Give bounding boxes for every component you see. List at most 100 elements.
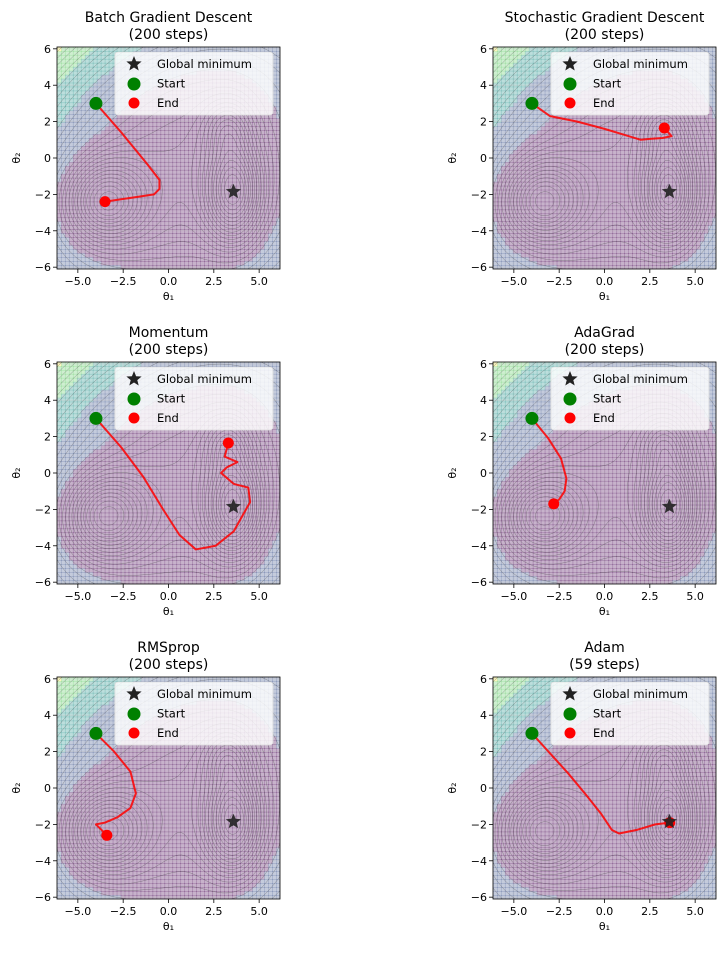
- contour-fill-cell: [105, 245, 110, 250]
- contour-fill-cell: [232, 158, 237, 163]
- contour-fill-cell: [73, 71, 78, 76]
- contour-fill-cell: [565, 186, 570, 191]
- contour-fill-cell: [172, 202, 177, 207]
- contour-fill-cell: [161, 158, 166, 163]
- contour-fill-cell: [505, 47, 510, 52]
- contour-fill-cell: [605, 138, 610, 143]
- contour-fill-cell: [161, 221, 166, 226]
- contour-fill-cell: [81, 118, 86, 123]
- contour-fill-cell: [141, 162, 146, 167]
- contour-fill-cell: [612, 186, 617, 191]
- contour-fill-cell: [85, 130, 90, 135]
- contour-fill-cell: [493, 106, 498, 111]
- contour-fill-cell: [65, 106, 70, 111]
- contour-fill-cell: [109, 91, 114, 96]
- contour-fill-cell: [224, 257, 229, 262]
- contour-fill-cell: [593, 134, 598, 139]
- contour-fill-cell: [268, 150, 273, 155]
- contour-fill-cell: [497, 134, 502, 139]
- contour-fill-cell: [608, 150, 613, 155]
- contour-fill-cell: [153, 162, 158, 167]
- contour-fill-cell: [497, 257, 502, 262]
- contour-fill-cell: [169, 237, 174, 242]
- contour-fill-cell: [216, 261, 221, 266]
- contour-fill-cell: [208, 241, 213, 246]
- contour-fill-cell: [616, 174, 621, 179]
- contour-fill-cell: [240, 253, 245, 258]
- contour-fill-cell: [196, 237, 201, 242]
- contour-fill-cell: [537, 202, 542, 207]
- contour-fill-cell: [585, 214, 590, 219]
- contour-fill-cell: [184, 229, 189, 234]
- contour-fill-cell: [608, 190, 613, 195]
- contour-fill-cell: [533, 55, 538, 60]
- contour-fill-cell: [109, 79, 114, 84]
- contour-fill-cell: [537, 55, 542, 60]
- contour-fill-cell: [105, 103, 110, 108]
- contour-fill-cell: [200, 166, 205, 171]
- contour-fill-cell: [577, 138, 582, 143]
- contour-fill-cell: [141, 138, 146, 143]
- contour-fill-cell: [192, 170, 197, 175]
- contour-fill-cell: [597, 47, 602, 52]
- contour-fill-cell: [176, 118, 181, 123]
- contour-fill-cell: [149, 126, 154, 131]
- contour-fill-cell: [141, 253, 146, 258]
- contour-fill-cell: [73, 158, 78, 163]
- contour-fill-cell: [141, 146, 146, 151]
- contour-fill-cell: [272, 217, 277, 222]
- contour-fill-cell: [585, 158, 590, 163]
- contour-fill-cell: [105, 91, 110, 96]
- contour-fill-cell: [69, 241, 74, 246]
- contour-fill-cell: [597, 118, 602, 123]
- contour-fill-cell: [228, 198, 233, 203]
- contour-fill-cell: [581, 47, 586, 52]
- contour-fill-cell: [593, 162, 598, 167]
- contour-fill-cell: [541, 91, 546, 96]
- contour-fill-cell: [192, 134, 197, 139]
- contour-fill-cell: [153, 241, 158, 246]
- contour-fill-cell: [272, 174, 277, 179]
- contour-fill-cell: [113, 257, 118, 262]
- contour-fill-cell: [573, 221, 578, 226]
- contour-fill-cell: [569, 134, 574, 139]
- contour-fill-cell: [161, 190, 166, 195]
- contour-fill-cell: [577, 142, 582, 147]
- contour-fill-cell: [200, 146, 205, 151]
- contour-fill-cell: [65, 245, 70, 250]
- contour-fill-cell: [608, 186, 613, 191]
- contour-fill-cell: [192, 221, 197, 226]
- contour-fill-cell: [585, 190, 590, 195]
- contour-fill-cell: [125, 126, 130, 131]
- contour-fill-cell: [180, 178, 185, 183]
- contour-fill-cell: [541, 103, 546, 108]
- x-tick-label: 2.5: [205, 275, 223, 288]
- contour-fill-cell: [553, 233, 558, 238]
- contour-fill-cell: [145, 130, 150, 135]
- contour-fill-cell: [268, 126, 273, 131]
- contour-fill-cell: [73, 126, 78, 131]
- contour-fill-cell: [565, 217, 570, 222]
- contour-fill-cell: [180, 229, 185, 234]
- contour-fill-cell: [577, 206, 582, 211]
- contour-fill-cell: [184, 221, 189, 226]
- contour-fill-cell: [549, 249, 554, 254]
- contour-fill-cell: [188, 202, 193, 207]
- contour-fill-cell: [533, 114, 538, 119]
- contour-fill-cell: [521, 146, 526, 151]
- contour-fill-cell: [593, 221, 598, 226]
- contour-fill-cell: [565, 253, 570, 258]
- contour-fill-cell: [509, 118, 514, 123]
- contour-fill-cell: [157, 162, 162, 167]
- contour-fill-cell: [204, 118, 209, 123]
- contour-fill-cell: [137, 126, 142, 131]
- contour-fill-cell: [157, 249, 162, 254]
- contour-fill-cell: [224, 249, 229, 254]
- contour-fill-cell: [117, 118, 122, 123]
- contour-fill-cell: [109, 261, 114, 266]
- contour-fill-cell: [573, 146, 578, 151]
- contour-fill-cell: [145, 225, 150, 230]
- contour-fill-cell: [204, 261, 209, 266]
- contour-fill-cell: [105, 71, 110, 76]
- contour-fill-cell: [272, 182, 277, 187]
